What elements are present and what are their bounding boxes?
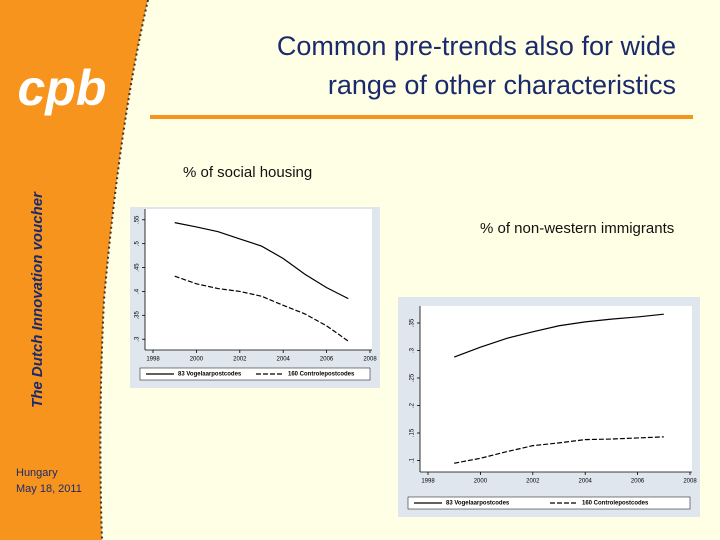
chart-title: % of social housing bbox=[183, 164, 312, 181]
y-tick-label: .35 bbox=[410, 318, 416, 327]
plot-area bbox=[145, 209, 372, 350]
y-tick-label: .3 bbox=[410, 347, 416, 353]
side-panel bbox=[0, 0, 148, 540]
x-tick-label: 2004 bbox=[579, 479, 593, 485]
x-tick-label: 2008 bbox=[683, 479, 697, 485]
y-tick-label: .25 bbox=[410, 373, 416, 382]
title: Common pre-trends also for wide bbox=[277, 31, 676, 61]
plot-area bbox=[420, 306, 692, 472]
line bbox=[454, 436, 664, 464]
line bbox=[174, 222, 349, 300]
x-tick-label: 2006 bbox=[631, 479, 645, 485]
line bbox=[174, 275, 349, 342]
date: May 18, 2011 bbox=[16, 483, 82, 495]
y-tick-label: .2 bbox=[410, 402, 416, 408]
x-tick-label: 2006 bbox=[320, 357, 334, 363]
x-tick-label: 2000 bbox=[474, 479, 488, 485]
x-tick-label: 2004 bbox=[277, 357, 291, 363]
place: Hungary bbox=[16, 467, 58, 479]
y-tick-label: .35 bbox=[135, 311, 141, 320]
title-rule bbox=[150, 115, 693, 119]
y-tick-label: .55 bbox=[135, 215, 141, 224]
legend-label: 160 Controlepostcodes bbox=[288, 372, 355, 378]
x-tick-label: 1998 bbox=[146, 357, 160, 363]
y-tick-label: .15 bbox=[410, 428, 416, 437]
y-tick-label: .4 bbox=[135, 288, 141, 294]
title: range of other characteristics bbox=[328, 70, 676, 100]
x-tick-label: 2000 bbox=[190, 357, 204, 363]
y-tick-label: .45 bbox=[135, 263, 141, 272]
y-tick-label: .1 bbox=[410, 457, 416, 463]
legend-label: 83 Vogelaarpostcodes bbox=[446, 501, 510, 507]
legend bbox=[407, 496, 691, 510]
y-tick-label: .5 bbox=[135, 241, 141, 247]
x-tick-label: 2002 bbox=[233, 357, 247, 363]
x-tick-label: 2002 bbox=[526, 479, 540, 485]
x-tick-label: 1998 bbox=[421, 479, 435, 485]
legend-label: 83 Vogelaarpostcodes bbox=[178, 372, 242, 378]
side-title: The Dutch Innovation voucher bbox=[29, 191, 46, 408]
legend bbox=[139, 367, 371, 381]
y-tick-label: .3 bbox=[135, 336, 141, 342]
legend-label: 160 Controlepostcodes bbox=[582, 501, 649, 507]
logo: cpb bbox=[18, 60, 107, 116]
line bbox=[453, 313, 664, 358]
x-tick-label: 2008 bbox=[363, 357, 377, 363]
chart-title: % of non-western immigrants bbox=[480, 220, 674, 237]
